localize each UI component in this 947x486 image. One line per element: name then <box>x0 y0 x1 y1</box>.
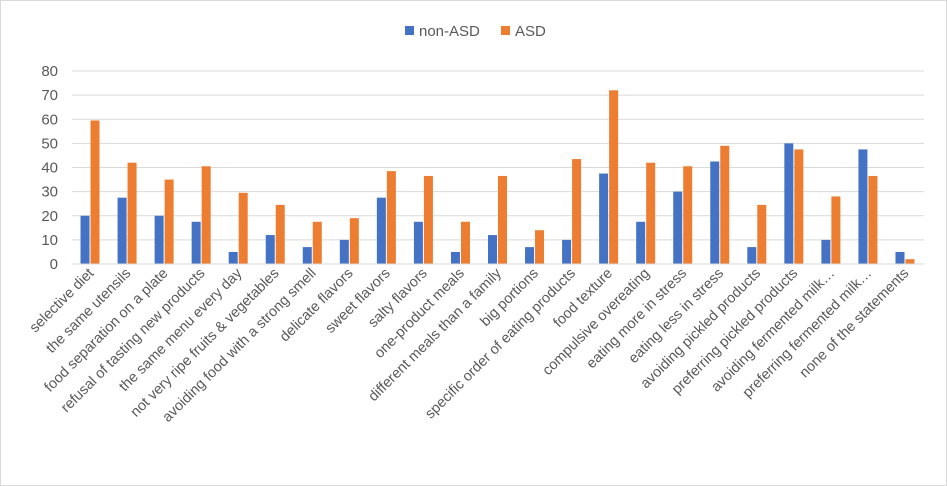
bar-asd-10 <box>460 221 470 264</box>
bar-asd-11 <box>498 175 507 264</box>
gridlines <box>72 70 924 241</box>
bar-non-asd-15 <box>636 221 646 264</box>
y-tick-label: 60 <box>41 111 58 128</box>
y-tick-label: 80 <box>41 63 58 80</box>
bar-asd-3 <box>201 166 211 264</box>
bar-non-asd-7 <box>339 239 349 265</box>
legend: non-ASD ASD <box>405 23 546 40</box>
bar-asd-16 <box>683 166 693 264</box>
bar-asd-5 <box>275 204 285 264</box>
bar-asd-15 <box>646 162 656 264</box>
bar-asd-9 <box>423 175 433 264</box>
legend-label: non-ASD <box>419 23 480 40</box>
bar-non-asd-5 <box>265 235 275 264</box>
bar-non-asd-16 <box>673 191 683 265</box>
bar-asd-13 <box>572 159 582 264</box>
y-tick-label: 30 <box>41 184 58 201</box>
bar-asd-22 <box>905 259 915 264</box>
bar-non-asd-1 <box>117 197 127 264</box>
bar-asd-4 <box>238 192 248 264</box>
y-tick-label: 40 <box>41 160 58 177</box>
bar-non-asd-0 <box>80 215 90 264</box>
bar-non-asd-18 <box>747 247 757 264</box>
bar-non-asd-8 <box>376 197 386 264</box>
bars <box>80 90 915 265</box>
y-tick-label: 50 <box>41 135 58 152</box>
bar-asd-17 <box>720 145 730 264</box>
y-tick-label: 70 <box>41 87 58 104</box>
bar-non-asd-20 <box>821 239 831 265</box>
bar-non-asd-11 <box>488 235 497 264</box>
bar-non-asd-17 <box>710 161 720 264</box>
bar-non-asd-22 <box>895 251 905 264</box>
bar-non-asd-13 <box>562 239 572 265</box>
bar-non-asd-3 <box>191 221 201 264</box>
bar-non-asd-10 <box>450 251 460 264</box>
bar-non-asd-14 <box>599 173 609 264</box>
bar-asd-7 <box>349 218 359 264</box>
bar-non-asd-4 <box>228 251 238 264</box>
bar-asd-1 <box>127 162 137 264</box>
legend-swatch-non-asd <box>405 26 414 35</box>
y-axis: 0 10 20 30 40 50 60 70 80 <box>41 63 58 273</box>
y-tick-label: 10 <box>41 232 58 249</box>
bar-non-asd-2 <box>154 215 164 264</box>
bar-non-asd-6 <box>302 247 312 264</box>
y-tick-label: 20 <box>41 208 58 225</box>
bar-asd-21 <box>868 175 878 264</box>
bar-non-asd-21 <box>858 149 868 264</box>
bar-asd-20 <box>831 196 841 264</box>
bar-non-asd-9 <box>413 221 423 264</box>
bar-asd-18 <box>757 204 767 264</box>
bar-asd-2 <box>164 179 174 264</box>
bar-asd-19 <box>794 149 804 264</box>
bar-asd-14 <box>609 90 619 264</box>
bar-asd-6 <box>312 221 322 264</box>
legend-swatch-asd <box>501 26 510 35</box>
bar-asd-0 <box>90 120 100 265</box>
bar-asd-12 <box>535 230 545 264</box>
bar-non-asd-19 <box>784 143 794 265</box>
bar-non-asd-12 <box>525 247 535 264</box>
bar-asd-8 <box>386 171 396 264</box>
y-tick-label: 0 <box>50 256 58 273</box>
legend-label: ASD <box>515 23 546 40</box>
